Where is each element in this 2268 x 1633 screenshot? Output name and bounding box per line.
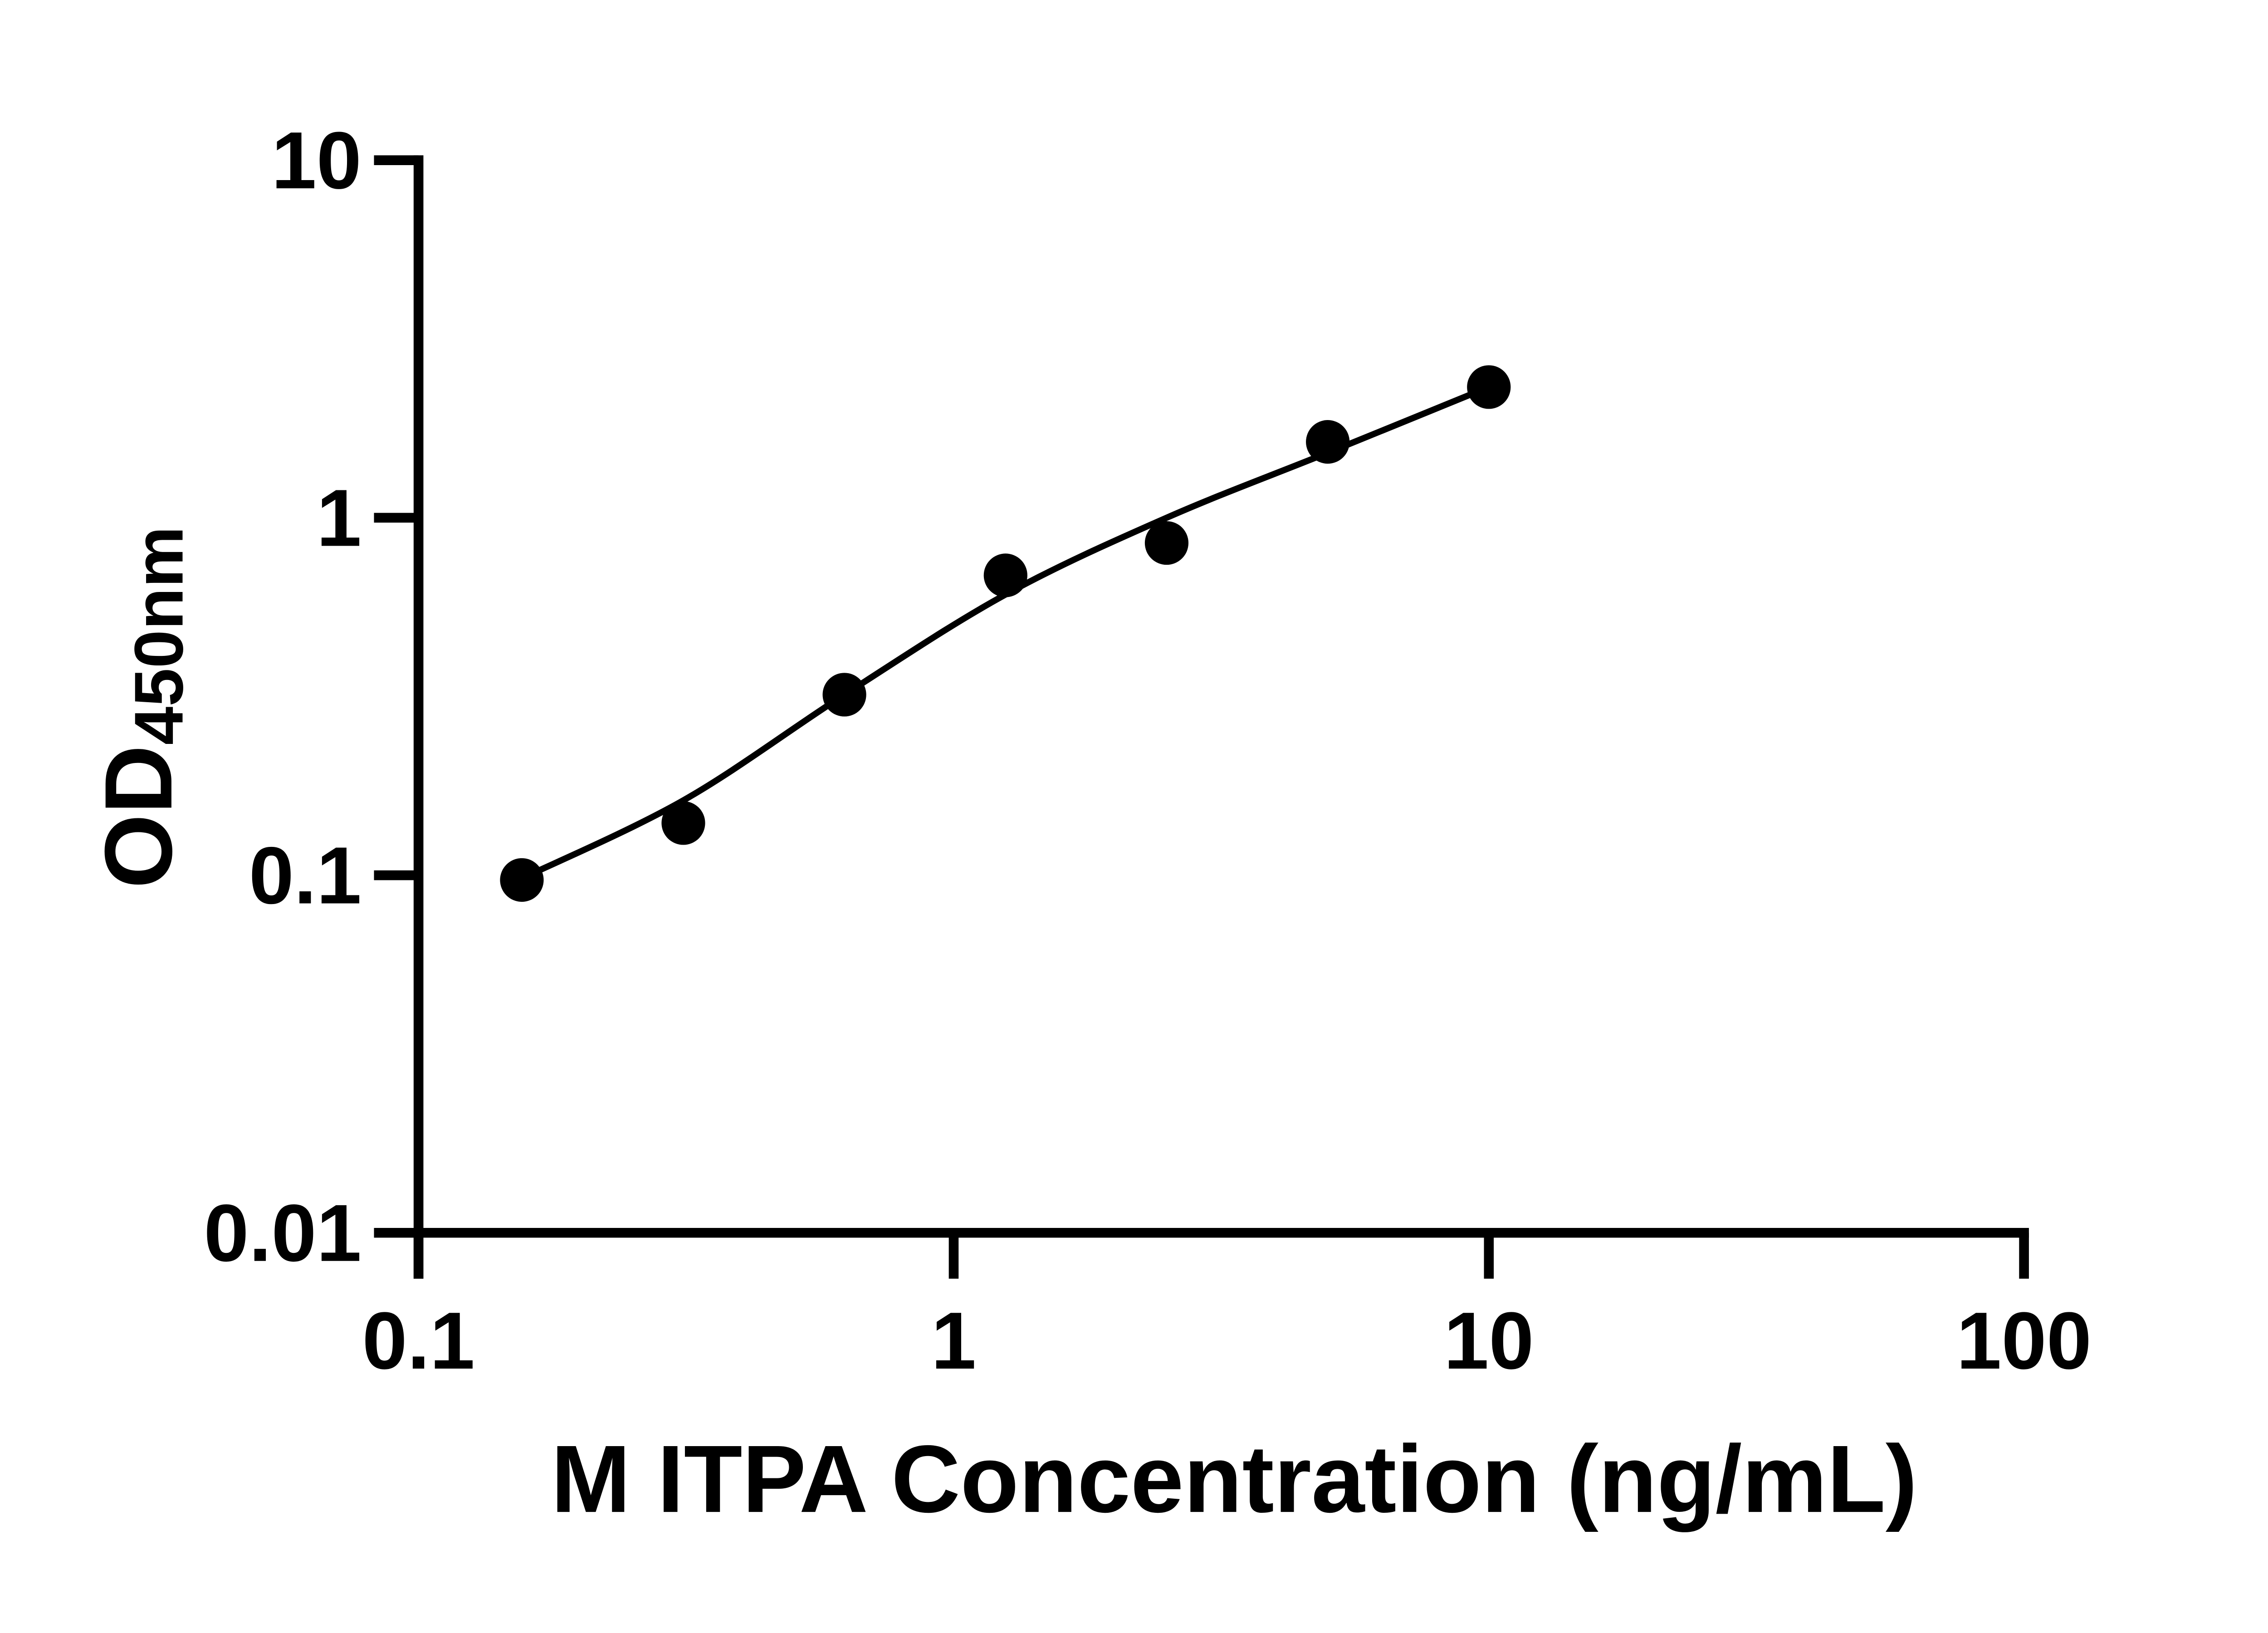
data-point	[1144, 521, 1189, 565]
y-tick-label: 0.1	[249, 830, 362, 921]
x-tick-label: 0.1	[362, 1295, 474, 1386]
y-axis-title: OD450nm	[85, 526, 198, 889]
y-axis-title-subscript: 450nm	[120, 526, 197, 745]
data-point	[822, 673, 866, 717]
data-point	[500, 858, 544, 902]
y-tick-label: 1	[317, 472, 362, 563]
data-point	[1306, 420, 1350, 464]
x-tick-label: 1	[931, 1295, 976, 1386]
x-axis-title: M ITPA Concentration (ng/mL)	[551, 1425, 1918, 1532]
x-tick-label: 10	[1444, 1295, 1534, 1386]
fit-curve-line	[518, 384, 1492, 882]
y-tick-label: 0.01	[204, 1188, 362, 1278]
x-tick-label: 100	[1956, 1295, 2092, 1386]
y-tick-label: 10	[271, 115, 362, 205]
data-point	[661, 801, 705, 845]
y-axis-title-main: OD	[85, 745, 192, 889]
data-point	[983, 553, 1027, 597]
data-point	[1467, 365, 1511, 409]
